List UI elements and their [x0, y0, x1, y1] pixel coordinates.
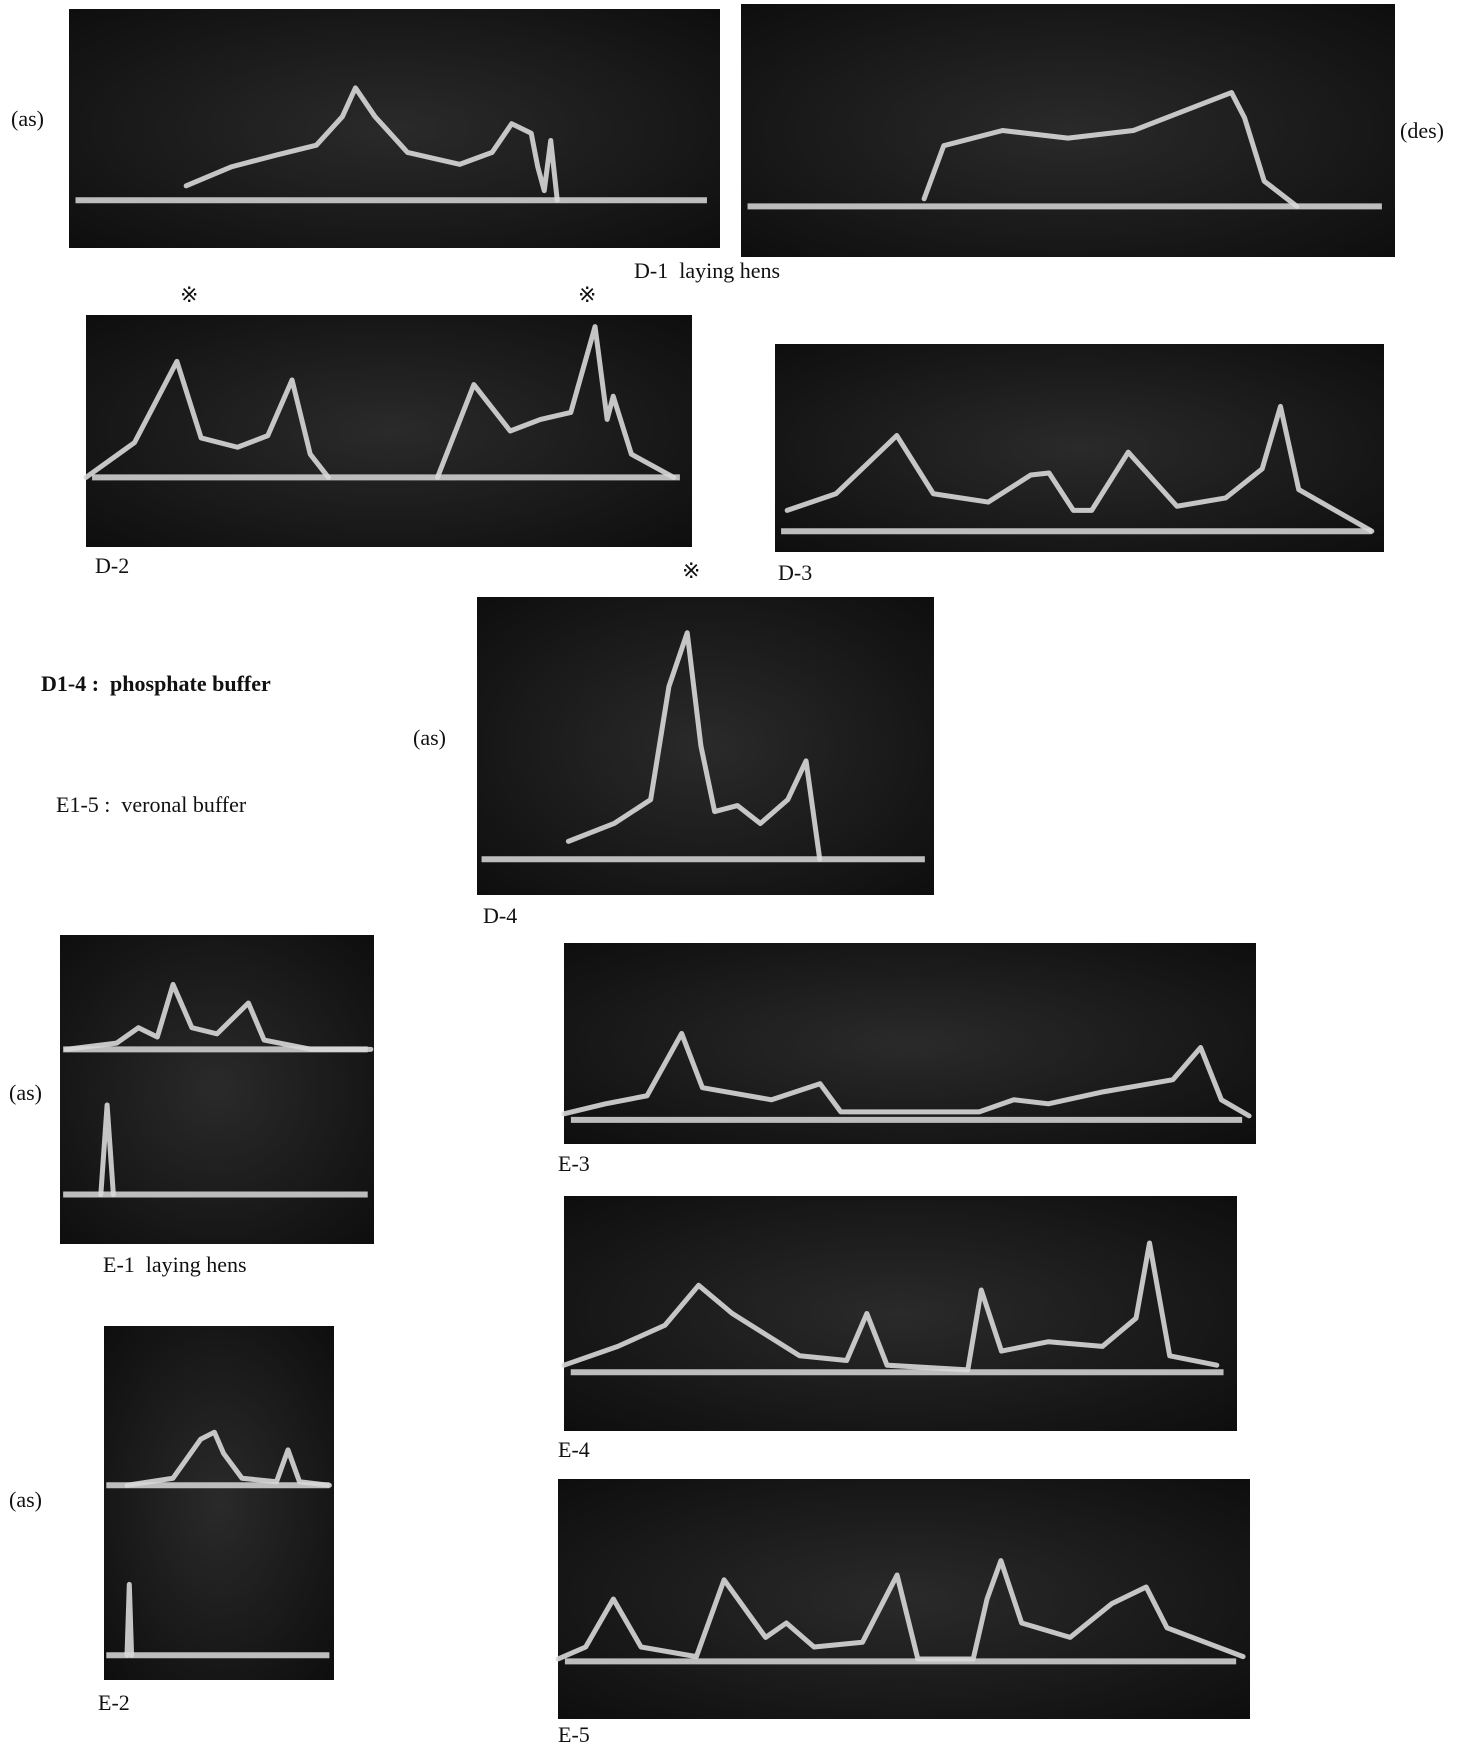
trace: [784, 403, 1375, 534]
legend-item: D1-4 : phosphate buffer: [41, 671, 271, 696]
note: (des): [1400, 118, 1444, 143]
mark: ※: [180, 282, 199, 307]
note: (as): [9, 1080, 42, 1105]
photo-panel: [477, 597, 934, 895]
photo-panel: [60, 935, 374, 1244]
trace: [124, 1429, 332, 1488]
caption: E-4: [558, 1437, 590, 1462]
caption: E-5: [558, 1722, 590, 1746]
trace: [921, 90, 1300, 209]
photo-panel: [86, 315, 692, 547]
caption: D-2: [95, 553, 130, 578]
trace: [561, 1030, 1252, 1119]
trace: [124, 1581, 135, 1658]
trace: [183, 85, 560, 203]
trace: [83, 358, 331, 480]
note: (as): [9, 1487, 42, 1512]
caption: E-1 laying hens: [103, 1252, 247, 1277]
caption: E-3: [558, 1151, 590, 1176]
note: (as): [11, 106, 44, 131]
caption: D-4: [483, 903, 518, 928]
trace: [63, 981, 374, 1052]
legend-item: E1-5 : veronal buffer: [56, 792, 247, 817]
trace: [434, 324, 677, 480]
caption: D-1 laying hens: [634, 258, 781, 283]
mark: ※: [578, 282, 597, 307]
caption: D-3: [778, 560, 813, 585]
photo-panel: [741, 4, 1395, 257]
mark: ※: [682, 558, 701, 583]
caption: E-2: [98, 1690, 130, 1715]
trace: [561, 1240, 1220, 1373]
trace: [98, 1102, 116, 1198]
photo-panel: [775, 344, 1384, 552]
trace: [565, 630, 823, 862]
trace: [555, 1558, 1246, 1662]
note: (as): [413, 725, 446, 750]
photo-panel: [104, 1326, 334, 1680]
photo-panel: [69, 9, 720, 248]
